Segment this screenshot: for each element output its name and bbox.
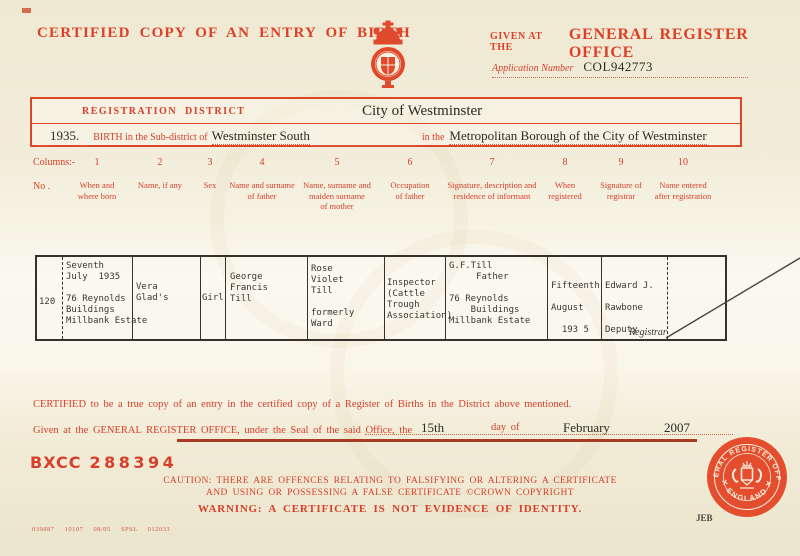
table-divider bbox=[601, 257, 602, 339]
serial-prefix: BXCC bbox=[30, 453, 82, 472]
column-number-5: 5 bbox=[334, 157, 340, 168]
serial-number: BXCC 288394 bbox=[30, 453, 177, 472]
general-register-office-seal: GENERAL REGISTER OFFICE ✕ ENGLAND ✕ bbox=[703, 431, 788, 523]
entry-father-name: George Francis Till bbox=[230, 272, 268, 304]
subdistrict-value: Westminster South bbox=[211, 128, 310, 145]
entry-no: 120 bbox=[39, 297, 56, 307]
application-number-row: Application Number COL942773 bbox=[492, 58, 748, 78]
column-header-registrar: Signature of registrar bbox=[600, 180, 642, 201]
given-at-header: GIVEN AT THE GENERAL REGISTER OFFICE bbox=[490, 26, 800, 62]
column-header-name-if-any: Name, if any bbox=[137, 180, 183, 190]
caution-block: CAUTION: THERE ARE OFFENCES RELATING TO … bbox=[140, 475, 640, 515]
given-at-prefix-text: Given at the GENERAL REGISTER OFFICE, un… bbox=[33, 425, 413, 436]
application-number-label: Application Number bbox=[492, 63, 574, 74]
register-entry-table: 120 Seventh July 1935 76 Reynolds Buildi… bbox=[35, 255, 727, 341]
certified-statement: CERTIFIED to be a true copy of an entry … bbox=[33, 399, 572, 410]
warning-line: WARNING: A CERTIFICATE IS NOT EVIDENCE O… bbox=[197, 503, 583, 515]
entry-year: 1935. bbox=[50, 128, 80, 143]
in-the-label: in the bbox=[421, 132, 445, 143]
entry-sex: Girl bbox=[202, 293, 224, 303]
table-divider bbox=[132, 257, 133, 339]
table-divider bbox=[225, 257, 226, 339]
column-header-informant: Signature, description and residence of … bbox=[447, 180, 537, 201]
entry-when-registered: Fifteenth August 193 5 bbox=[551, 281, 600, 335]
table-divider bbox=[307, 257, 308, 339]
column-number-9: 9 bbox=[618, 157, 624, 168]
registration-district-label: REGISTRATION DISTRICT bbox=[82, 106, 246, 117]
table-divider bbox=[384, 257, 385, 339]
given-at-seal-row: Given at the GENERAL REGISTER OFFICE, un… bbox=[33, 420, 733, 438]
royal-crown-emblem-icon bbox=[366, 20, 410, 95]
district-box-divider bbox=[32, 123, 740, 124]
column-header-name-after: Name entered after registration bbox=[654, 180, 712, 201]
serial-digits: 288394 bbox=[89, 453, 178, 472]
columns-label: Columns:- bbox=[33, 157, 76, 168]
entry-mother-name: Rose Violet Till formerly Ward bbox=[311, 264, 355, 329]
column-header-sex: Sex bbox=[203, 180, 217, 190]
examiner-initials: JEB bbox=[696, 513, 713, 523]
column-number-3: 3 bbox=[207, 157, 213, 168]
registration-corner-mark bbox=[22, 8, 31, 13]
day-of-label: day of bbox=[491, 422, 520, 433]
seal-coat-of-arms bbox=[731, 461, 763, 489]
table-divider bbox=[667, 257, 668, 339]
entry-name-if-any: Vera Glad's bbox=[136, 282, 169, 303]
column-number-1: 1 bbox=[94, 157, 100, 168]
column-header-when-registered: When registered bbox=[548, 180, 582, 201]
table-divider bbox=[200, 257, 201, 339]
caution-line-2: AND USING OR POSSESSING A FALSE CERTIFIC… bbox=[206, 488, 574, 498]
table-divider bbox=[547, 257, 548, 339]
column-number-10: 10 bbox=[678, 157, 688, 168]
table-divider bbox=[62, 257, 63, 339]
caution-line-1: CAUTION: THERE ARE OFFENCES RELATING TO … bbox=[163, 476, 617, 486]
column-number-8: 8 bbox=[562, 157, 568, 168]
print-code: 039887 10107 08/05 SPSL 012033 bbox=[32, 526, 171, 533]
entry-father-occupation: Inspector (Cattle Trough Association) bbox=[387, 278, 453, 321]
birth-subdistrict-label: BIRTH in the Sub-district of bbox=[93, 132, 208, 143]
table-divider bbox=[445, 257, 446, 339]
entry-when-where-born: Seventh July 1935 76 Reynolds Buildings … bbox=[66, 261, 148, 326]
seal-rule-line bbox=[177, 439, 697, 442]
column-number-4: 4 bbox=[259, 157, 265, 168]
day-value: 15th bbox=[421, 420, 445, 435]
column-number-7: 7 bbox=[489, 157, 495, 168]
registration-district-box: REGISTRATION DISTRICT City of Westminste… bbox=[30, 97, 742, 147]
application-number-value: COL942773 bbox=[583, 59, 653, 74]
certificate-title: CERTIFIED COPY OF AN ENTRY OF BIRTH bbox=[37, 25, 411, 41]
column-header-mother-name: Name, surname and maiden surname of moth… bbox=[303, 180, 371, 211]
entry-informant: G.F.Till Father 76 Reynolds Buildings Mi… bbox=[449, 261, 531, 326]
entry-registrar-signature: Edward J. Rawbone Deputy bbox=[605, 281, 654, 335]
column-number-6: 6 bbox=[407, 157, 413, 168]
year-value: 2007 bbox=[664, 420, 690, 435]
sub-district-row: 1935. BIRTH in the Sub-district of Westm… bbox=[36, 127, 736, 146]
general-register-office-title: GENERAL REGISTER OFFICE bbox=[568, 26, 749, 61]
column-header-occupation: Occupation of father bbox=[390, 180, 430, 201]
date-dotted-line bbox=[365, 434, 733, 435]
column-header-father-name: Name and surname of father bbox=[229, 180, 295, 201]
given-at-prefix: GIVEN AT THE bbox=[490, 31, 543, 53]
column-header-when-where-born: When and where born bbox=[77, 180, 117, 201]
month-value: February bbox=[563, 420, 610, 435]
column-number-2: 2 bbox=[157, 157, 163, 168]
registrar-printed-word: Registrar bbox=[629, 327, 667, 338]
registration-district-value: City of Westminster bbox=[362, 103, 483, 119]
borough-value: Metropolitan Borough of the City of West… bbox=[449, 128, 707, 145]
no-column-label: No . bbox=[33, 181, 51, 192]
